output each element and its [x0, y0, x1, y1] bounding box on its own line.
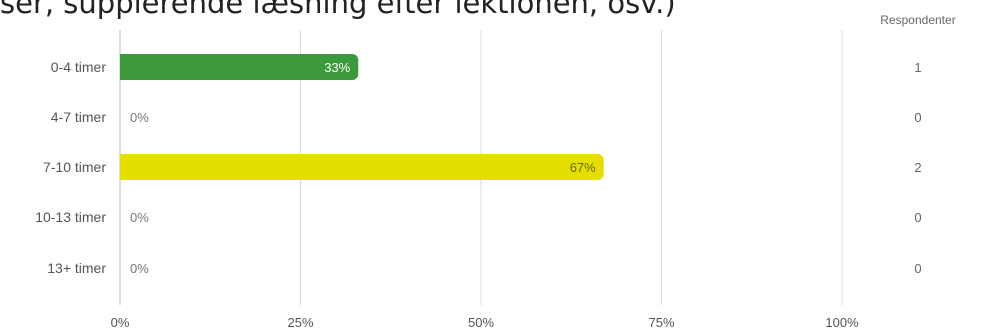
bar-value-label: 0% [130, 210, 149, 225]
respondent-count: 1 [914, 60, 921, 75]
x-tick-label: 75% [648, 315, 674, 330]
bar-value-label: 33% [324, 60, 350, 75]
category-label: 4-7 timer [51, 109, 107, 125]
respondents-header: Respondenter [880, 13, 955, 27]
bar-edge-0 [120, 54, 128, 80]
x-tick-label: 25% [287, 315, 313, 330]
respondent-count: 2 [914, 160, 921, 175]
bar-value-label: 0% [130, 110, 149, 125]
respondent-count: 0 [914, 210, 921, 225]
respondent-count: 0 [914, 261, 921, 276]
category-label: 7-10 timer [43, 159, 106, 175]
category-label: 13+ timer [47, 260, 106, 276]
bar-0 [120, 54, 359, 80]
respondent-count: 0 [914, 110, 921, 125]
bar-value-label: 67% [570, 160, 596, 175]
x-tick-label: 0% [111, 315, 130, 330]
x-tick-label: 100% [825, 315, 859, 330]
x-tick-label: 50% [468, 315, 494, 330]
bar-2 [120, 154, 604, 180]
question-text: ser, supplerende læsning efter lektionen… [0, 0, 676, 20]
bar-edge-2 [120, 154, 128, 180]
category-label: 0-4 timer [51, 59, 107, 75]
bar-value-label: 0% [130, 261, 149, 276]
category-label: 10-13 timer [35, 209, 106, 225]
